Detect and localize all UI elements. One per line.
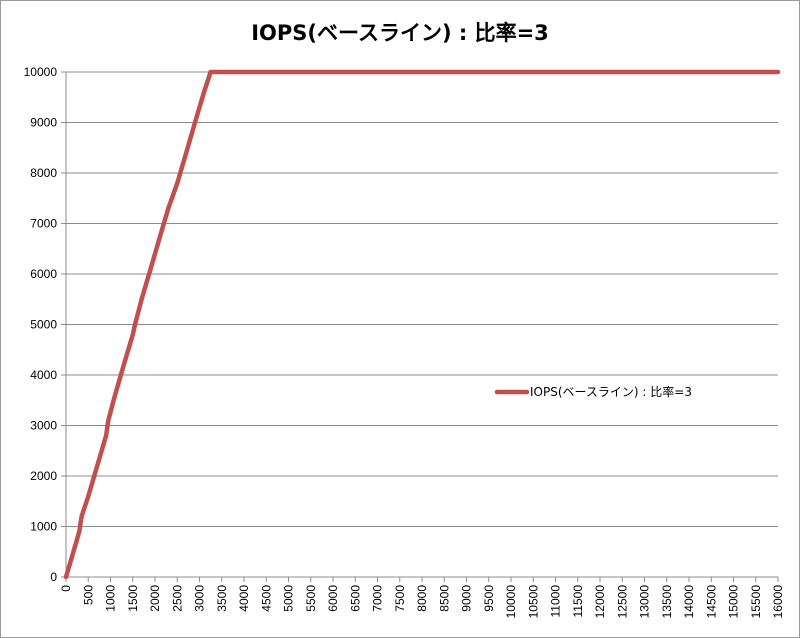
x-tick-label: 2000 [148,585,162,612]
y-tick-label: 10000 [24,65,58,79]
x-tick-label: 4500 [259,585,273,612]
y-tick-label: 6000 [30,267,57,281]
x-tick-label: 5000 [282,585,296,612]
x-tick-label: 11500 [571,585,585,618]
y-tick-label: 9000 [30,116,57,130]
series-group [63,69,781,580]
y-tick-label: 4000 [30,368,57,382]
x-tick-label: 1500 [126,585,140,612]
x-tick-label: 12500 [615,585,629,619]
y-tick-label: 8000 [30,166,57,180]
x-tick-label: 15500 [749,585,763,619]
axes [61,71,779,582]
x-tick-label: 5500 [304,585,318,612]
x-tick-label: 9000 [460,585,474,612]
x-tick-label: 13500 [660,585,674,619]
y-tick-label: 0 [50,570,57,584]
x-tick-label: 8500 [437,585,451,612]
x-tick-label: 12000 [593,585,607,619]
x-tick-label: 0 [59,585,73,592]
x-tick-label: 6500 [348,585,362,612]
x-tick-label: 6000 [326,585,340,612]
legend: IOPS(ベースライン) : 比率=3 [494,384,692,399]
grid-lines [66,71,778,527]
chart-title: IOPS(ベースライン) : 比率=3 [251,21,549,45]
y-tick-label: 5000 [30,318,57,332]
y-tick-label: 2000 [30,469,57,483]
series-line-0 [63,69,781,580]
x-tick-label: 13000 [638,585,652,619]
x-tick-label: 14000 [682,585,696,619]
x-tick-label: 3500 [215,585,229,612]
x-tick-label: 7500 [393,585,407,612]
y-tick-labels: 0 1000 2000 3000 4000 5000 6000 7000 8000 9000 100… [24,65,58,584]
x-tick-label: 7000 [371,585,385,612]
x-tick-label: 500 [81,585,95,605]
x-tick-label: 14500 [704,585,718,619]
x-tick-label: 15000 [727,585,741,619]
y-tick-label: 3000 [30,419,57,433]
y-tick-label: 7000 [30,217,57,231]
legend-label: IOPS(ベースライン) : 比率=3 [530,384,692,399]
x-tick-label: 3000 [193,585,207,612]
x-tick-label: 16000 [771,585,785,619]
x-tick-label: 11000 [549,585,563,618]
x-tick-label: 8000 [415,585,429,612]
x-tick-label: 9500 [482,585,496,612]
x-tick-label: 1000 [104,585,118,612]
x-tick-label: 2500 [170,585,184,612]
x-tick-labels: 0 500 1000 1500 2000 2500 3000 3500 4000 4500 5000… [59,585,785,619]
y-tick-label: 1000 [30,520,57,534]
x-tick-label: 10500 [526,585,540,619]
x-tick-label: 10000 [504,585,518,619]
x-tick-label: 4000 [237,585,251,612]
